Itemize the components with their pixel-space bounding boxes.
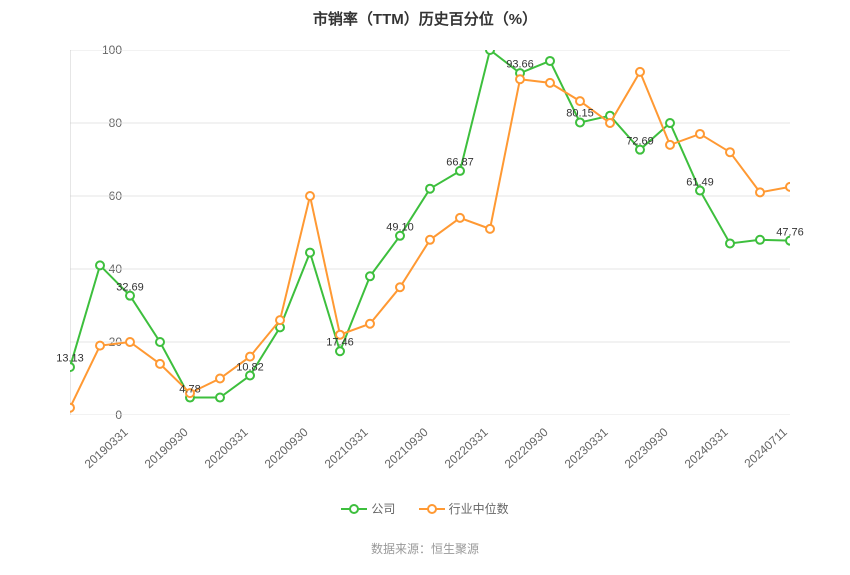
legend-marker-company: [341, 503, 367, 515]
x-tick-label: 20190930: [142, 425, 191, 471]
legend-label-company: 公司: [371, 500, 395, 517]
point-label: 17.46: [326, 337, 354, 349]
x-tick-label: 20230331: [562, 425, 611, 471]
point-label: 4.78: [179, 383, 200, 395]
point-label: 32.69: [116, 281, 144, 293]
point-label: 66.87: [446, 157, 474, 169]
legend-marker-industry: [419, 503, 445, 515]
chart-container: 市销率（TTM）历史百分位（%） 020406080100 2019033120…: [0, 0, 850, 575]
point-label: 49.10: [386, 221, 414, 233]
x-tick-label: 20240711: [741, 425, 789, 471]
legend-item-company: 公司: [341, 500, 395, 517]
x-tick-label: 20230930: [622, 425, 671, 471]
x-tick-label: 20210331: [322, 425, 371, 471]
point-label: 10.82: [236, 361, 264, 373]
x-tick-label: 20210930: [382, 425, 431, 471]
point-label: 72.69: [626, 135, 654, 147]
point-label: 47.76: [776, 226, 804, 238]
legend-item-industry: 行业中位数: [419, 500, 509, 517]
chart-title: 市销率（TTM）历史百分位（%）: [0, 8, 850, 29]
legend: 公司 行业中位数: [0, 500, 850, 518]
x-tick-label: 20200930: [262, 425, 311, 471]
point-label: 80.15: [566, 108, 594, 120]
legend-label-industry: 行业中位数: [449, 500, 509, 517]
source-label: 数据来源：恒生聚源: [0, 540, 850, 557]
x-tick-label: 20220331: [442, 425, 491, 471]
x-tick-label: 20220930: [502, 425, 551, 471]
x-tick-label: 20190331: [82, 425, 131, 471]
point-label: 13.13: [56, 353, 84, 365]
plot-area: [70, 50, 790, 415]
x-tick-label: 20240331: [682, 425, 731, 471]
point-label: 61.49: [686, 176, 714, 188]
x-tick-label: 20200331: [202, 425, 251, 471]
point-label: 93.66: [506, 59, 534, 71]
